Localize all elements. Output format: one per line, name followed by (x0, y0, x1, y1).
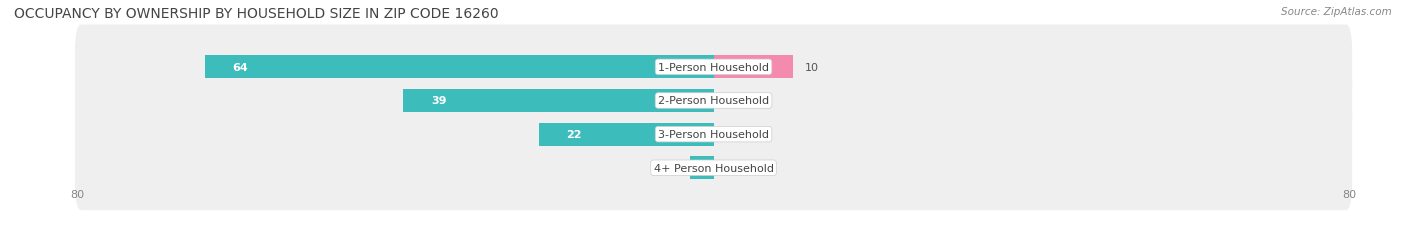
Text: 0: 0 (725, 130, 733, 140)
Bar (714, 56, 793, 79)
Text: 39: 39 (432, 96, 447, 106)
Text: 4+ Person Household: 4+ Person Household (654, 163, 773, 173)
Text: 0: 0 (725, 163, 733, 173)
Bar (205, 56, 714, 79)
Text: Source: ZipAtlas.com: Source: ZipAtlas.com (1281, 7, 1392, 17)
Text: 1-Person Household: 1-Person Household (658, 63, 769, 73)
Bar (404, 90, 714, 112)
Text: 2-Person Household: 2-Person Household (658, 96, 769, 106)
FancyBboxPatch shape (75, 92, 1353, 177)
Text: 3-Person Household: 3-Person Household (658, 130, 769, 140)
Text: 10: 10 (806, 63, 820, 73)
FancyBboxPatch shape (75, 25, 1353, 110)
FancyBboxPatch shape (75, 59, 1353, 143)
Bar (538, 123, 714, 146)
Bar (690, 157, 714, 179)
Text: 64: 64 (232, 63, 247, 73)
Text: OCCUPANCY BY OWNERSHIP BY HOUSEHOLD SIZE IN ZIP CODE 16260: OCCUPANCY BY OWNERSHIP BY HOUSEHOLD SIZE… (14, 7, 499, 21)
Text: 22: 22 (567, 130, 582, 140)
Text: 0: 0 (725, 96, 733, 106)
FancyBboxPatch shape (75, 126, 1353, 210)
Text: 3: 3 (717, 163, 725, 173)
